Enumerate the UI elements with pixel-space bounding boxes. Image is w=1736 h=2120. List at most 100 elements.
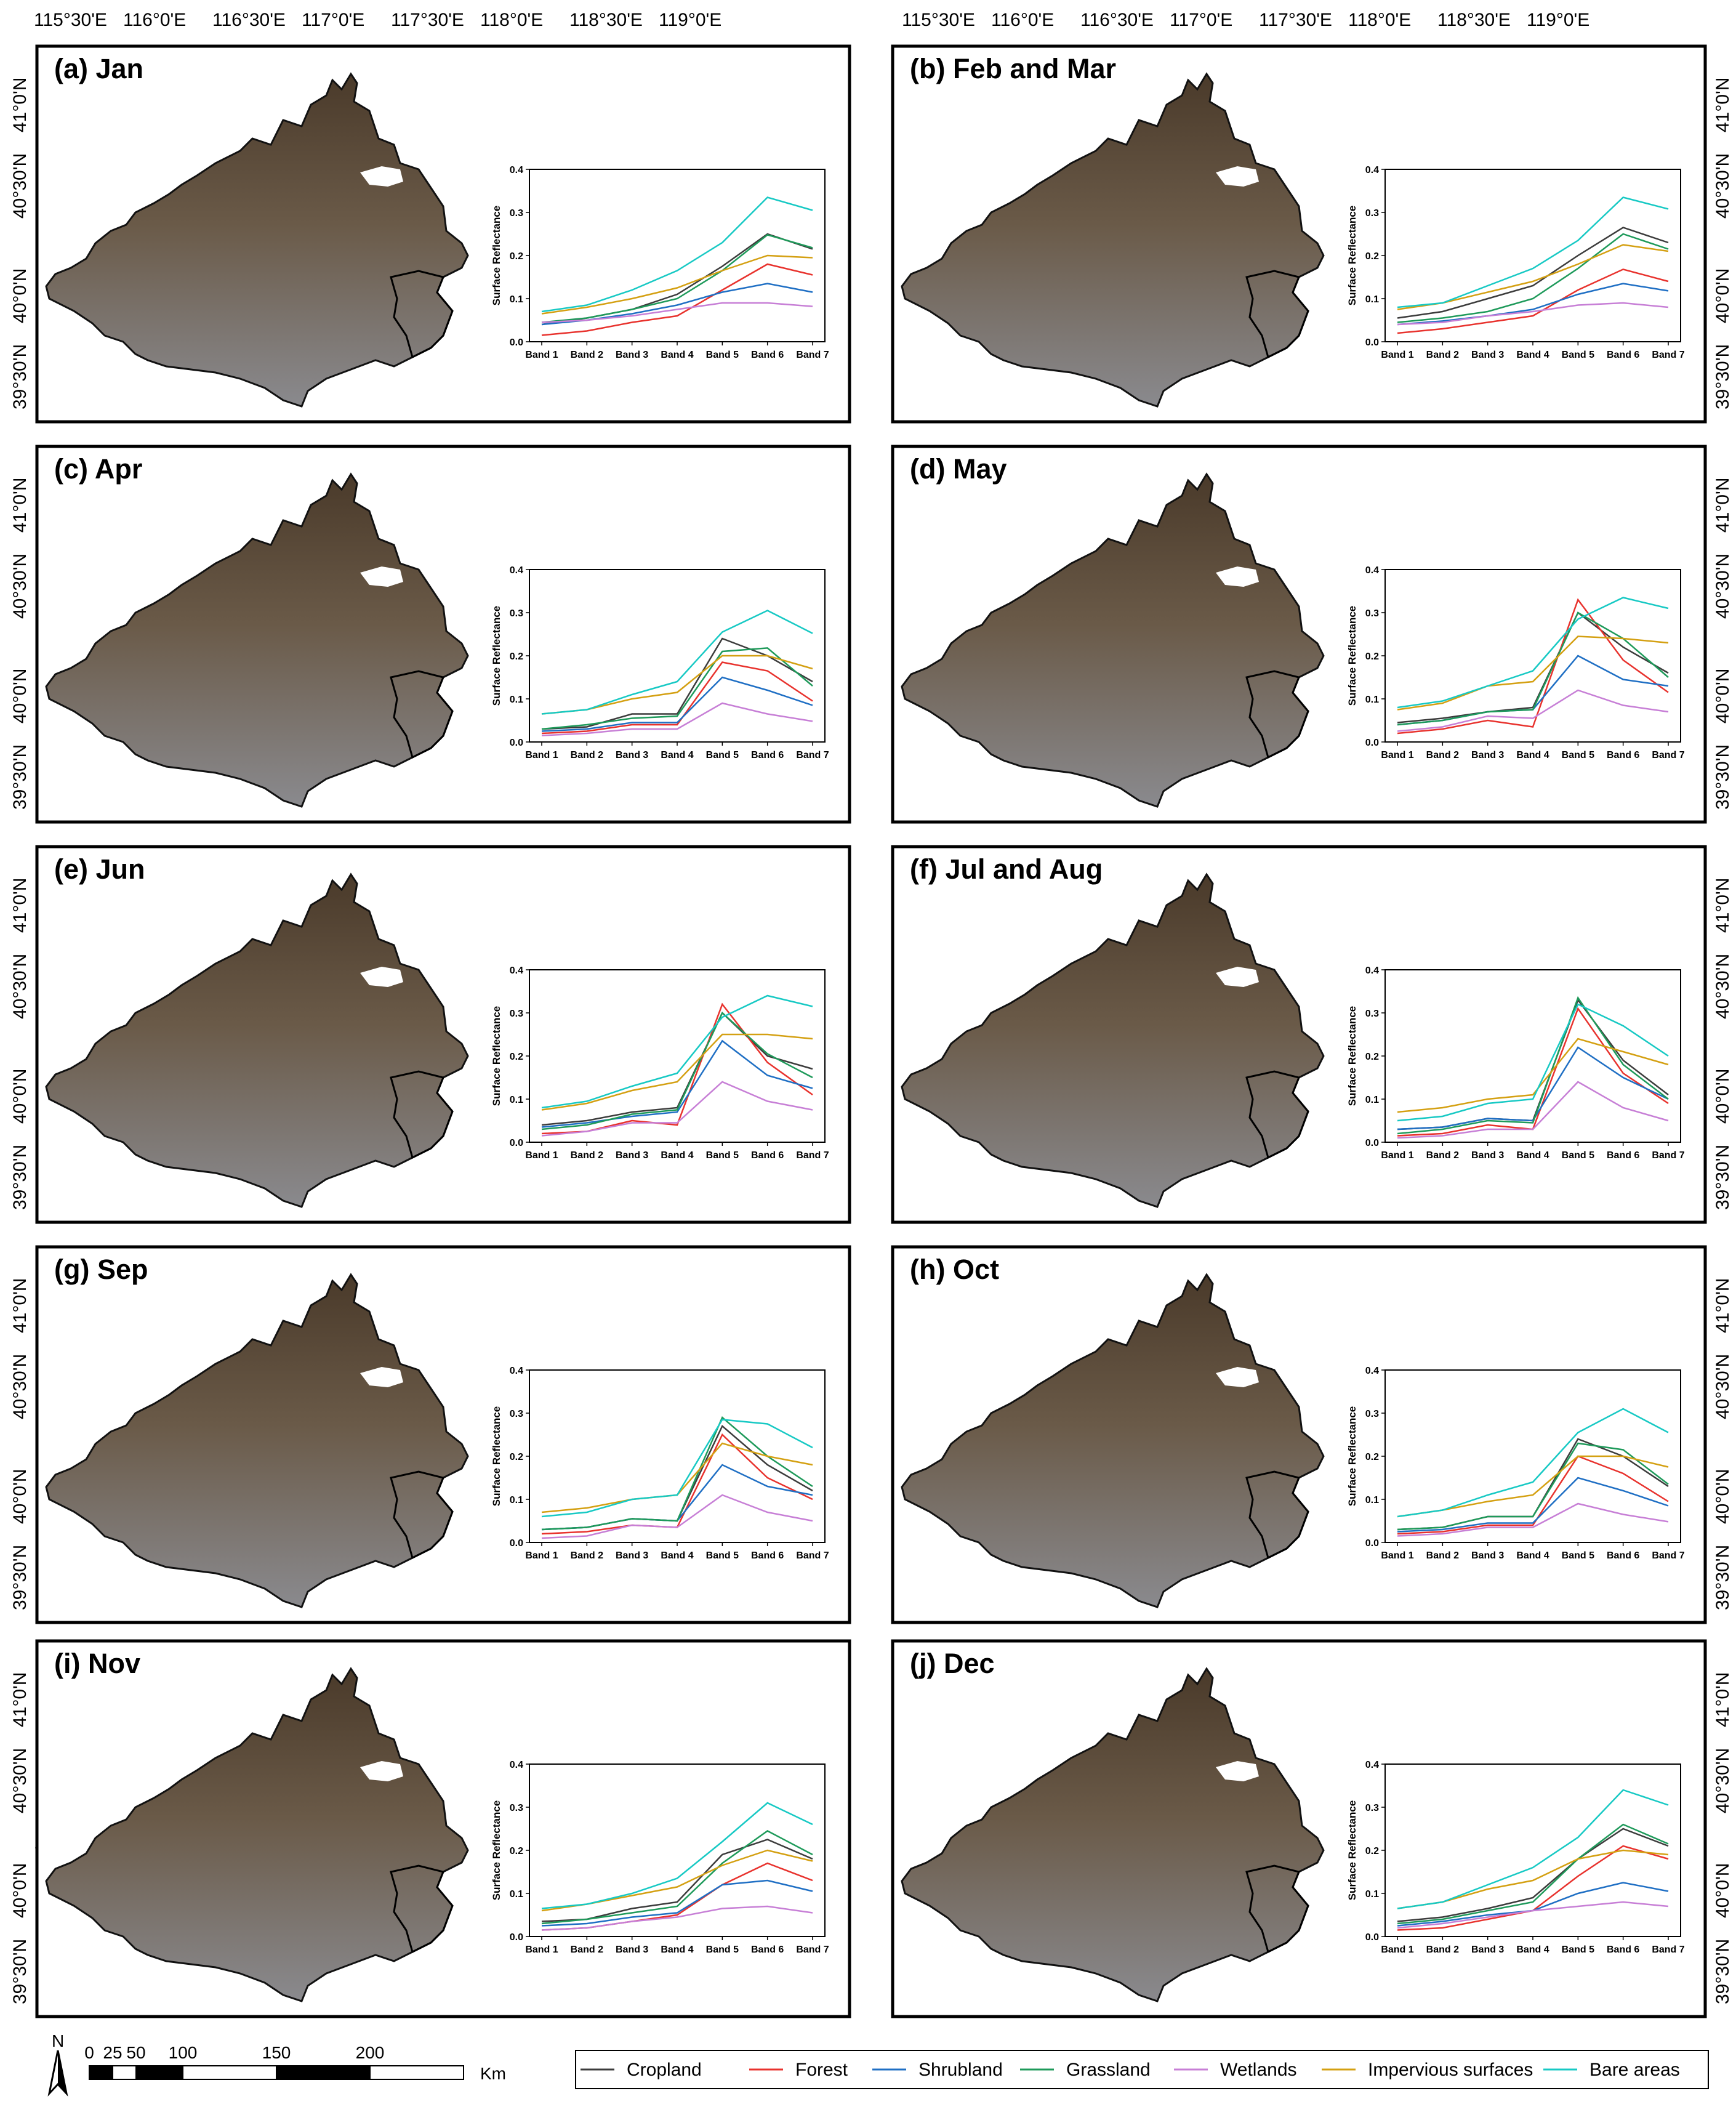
y-tick-label: 0.1 (1365, 1889, 1379, 1900)
cloud-mask (360, 1761, 403, 1781)
scale-segment (369, 2065, 464, 2080)
panel-title: (h) Oct (910, 1254, 999, 1285)
district-boundary (390, 1070, 454, 1159)
panel-title: (b) Feb and Mar (910, 53, 1116, 84)
beijing-map-image (45, 1273, 469, 1608)
x-tick-label: Band 3 (1471, 350, 1504, 360)
y-tick-label: 0.3 (1365, 608, 1379, 619)
y-tick-label: 0.2 (510, 1452, 523, 1462)
y-tick-label: 0.3 (510, 208, 523, 219)
y-tick-label: 0.4 (1365, 1366, 1379, 1376)
x-tick-label: Band 4 (1516, 350, 1549, 360)
longitude-label-top: 117°30'E (391, 10, 464, 30)
scale-label: 50 (126, 2043, 145, 2062)
latitude-label-left: 40°0'N (10, 669, 30, 723)
x-tick-label: Band 6 (751, 1150, 784, 1161)
longitude-label-top: 119°0'E (1527, 10, 1589, 30)
x-tick-label: Band 1 (1381, 350, 1413, 360)
cloud-mask (360, 967, 403, 987)
scale-label: 0 (84, 2043, 94, 2062)
district-boundary (390, 270, 454, 359)
latitude-label-right: 40°0'N (1713, 1863, 1733, 1918)
map-panel: (h) Oct 0.0 0.1 0.2 0.3 0.4 Band 1 Band 2 Band 3… (891, 1245, 1707, 1624)
map-panel: (j) Dec 0.0 0.1 0.2 0.3 0.4 Band 1 Band 2 Band 3… (891, 1639, 1707, 2018)
series-line-shrubland (541, 676, 813, 732)
x-tick-label: Band 3 (616, 1945, 648, 1955)
scale-label: 25 (103, 2043, 122, 2062)
latitude-label-right: 40°0'N (1713, 1069, 1733, 1124)
x-tick-label: Band 5 (706, 350, 739, 360)
series-line-forest (1397, 1455, 1669, 1535)
reflectance-chart: 0.0 0.1 0.2 0.3 0.4 Band 1 Band 2 Band 3 Band 4 B… (1346, 565, 1685, 760)
y-tick-label: 0.1 (1365, 695, 1379, 705)
x-tick-label: Band 4 (661, 1150, 693, 1161)
reflectance-chart: 0.0 0.1 0.2 0.3 0.4 Band 1 Band 2 Band 3 Band 4 B… (1346, 965, 1685, 1161)
latitude-label-left: 41°0'N (10, 878, 30, 933)
y-tick-label: 0.2 (1365, 1452, 1379, 1462)
series-line-grassland (541, 647, 813, 730)
north-arrow: N (47, 2031, 68, 2097)
panel-title: (e) Jun (54, 853, 145, 885)
x-tick-label: Band 7 (1652, 750, 1684, 760)
x-tick-label: Band 4 (1516, 750, 1549, 760)
series-line-bare-areas (541, 1802, 813, 1909)
cloud-mask (360, 166, 403, 187)
x-tick-label: Band 7 (1652, 350, 1684, 360)
beijing-map-image (45, 472, 469, 808)
latitude-label-left: 40°30'N (10, 1354, 30, 1419)
y-tick-label: 0.0 (510, 738, 523, 748)
y-tick-label: 0.4 (510, 965, 523, 976)
latitude-label-right: 40°0'N (1713, 268, 1733, 323)
series-line-cropland (541, 1011, 813, 1126)
scale-segment (276, 2065, 371, 2080)
reflectance-chart: 0.0 0.1 0.2 0.3 0.4 Band 1 Band 2 Band 3 Band 4 B… (1346, 1366, 1685, 1561)
scale-segment (112, 2065, 137, 2080)
beijing-map-image (45, 873, 469, 1208)
x-tick-label: Band 5 (706, 750, 739, 760)
y-tick-label: 0.0 (1365, 1138, 1379, 1148)
chart-plot-area (529, 1763, 826, 1937)
series-line-shrubland (541, 1879, 813, 1927)
x-tick-label: Band 7 (1652, 1945, 1684, 1955)
series-line-impervious-surfaces (541, 1033, 813, 1111)
y-tick-label: 0.0 (1365, 337, 1379, 348)
panel-title: (j) Dec (910, 1648, 995, 1679)
y-tick-label: 0.0 (510, 1138, 523, 1148)
y-tick-label: 0.2 (510, 651, 523, 662)
x-tick-label: Band 3 (1471, 1945, 1504, 1955)
x-tick-label: Band 1 (525, 750, 558, 760)
cloud-mask (1216, 1367, 1259, 1387)
x-tick-label: Band 5 (1562, 1945, 1594, 1955)
y-tick-label: 0.2 (510, 1052, 523, 1062)
series-line-bare-areas (541, 1419, 813, 1518)
series-line-bare-areas (541, 196, 813, 313)
x-tick-label: Band 4 (661, 750, 693, 760)
district-boundary (390, 1864, 454, 1954)
series-line-bare-areas (1397, 196, 1669, 308)
series-line-shrubland (541, 1039, 813, 1128)
latitude-label-right: 40°30'N (1713, 554, 1733, 619)
latitude-label-left: 40°30'N (10, 554, 30, 619)
y-tick-label: 0.3 (510, 608, 523, 619)
x-tick-label: Band 7 (796, 1150, 829, 1161)
y-tick-label: 0.0 (1365, 1538, 1379, 1549)
district-boundary (1245, 1470, 1309, 1560)
x-tick-label: Band 6 (751, 350, 784, 360)
cloud-mask (1216, 1761, 1259, 1781)
latitude-label-right: 40°30'N (1713, 954, 1733, 1019)
y-tick-label: 0.2 (1365, 1846, 1379, 1856)
longitude-label-top: 119°0'E (659, 10, 721, 30)
y-tick-label: 0.2 (1365, 651, 1379, 662)
series-line-forest (541, 263, 813, 336)
x-tick-label: Band 1 (525, 1945, 558, 1955)
chart-plot-area (1384, 969, 1681, 1143)
map-panel: (a) Jan 0.0 0.1 0.2 0.3 0.4 Band 1 Band 2 Band 3… (35, 44, 851, 424)
map-panel: (g) Sep 0.0 0.1 0.2 0.3 0.4 Band 1 Band 2 Band 3… (35, 1245, 851, 1624)
x-tick-label: Band 4 (1516, 1550, 1549, 1561)
series-line-bare-areas (1397, 1408, 1669, 1518)
series-line-bare-areas (1397, 597, 1669, 709)
chart-plot-area (1384, 569, 1681, 743)
panel-title: (d) May (910, 453, 1007, 485)
x-tick-label: Band 1 (525, 350, 558, 360)
x-tick-label: Band 2 (1426, 350, 1459, 360)
